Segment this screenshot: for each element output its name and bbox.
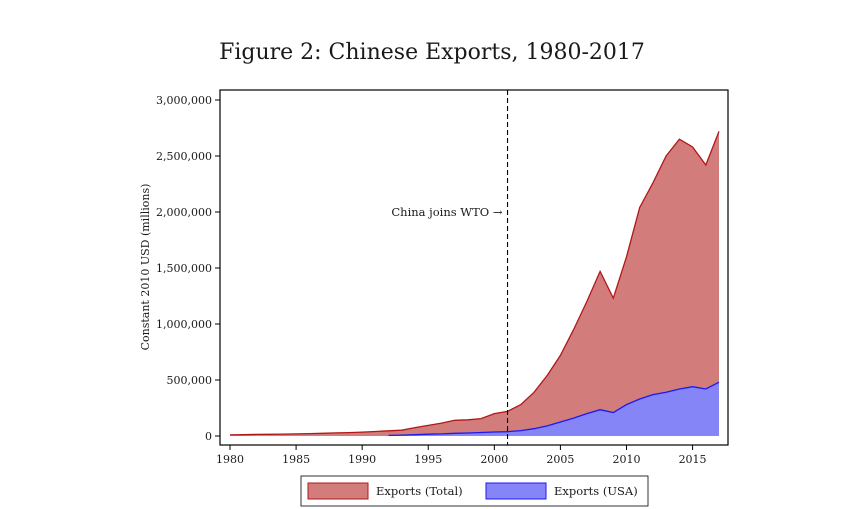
y-tick-label: 0 — [205, 430, 212, 443]
x-tick-label: 2010 — [612, 453, 640, 466]
y-tick-label: 2,000,000 — [156, 206, 212, 219]
y-tick-label: 500,000 — [167, 374, 213, 387]
x-tick-label: 2015 — [679, 453, 707, 466]
legend-label-exports-total: Exports (Total) — [376, 484, 463, 498]
chart-title: Figure 2: Chinese Exports, 1980-2017 — [219, 40, 645, 65]
y-tick-label: 1,000,000 — [156, 318, 212, 331]
y-axis: 0 500,000 1,000,000 1,500,000 2,000,000 2,500… — [156, 94, 220, 443]
y-tick-label: 1,500,000 — [156, 262, 212, 275]
line-exports-usa — [388, 381, 720, 437]
x-tick-label: 1990 — [348, 453, 376, 466]
area-exports-total — [230, 131, 719, 436]
y-axis-label: Constant 2010 USD (millions) — [139, 184, 152, 351]
legend-swatch-exports-total — [307, 482, 369, 500]
y-tick-label: 2,500,000 — [156, 150, 212, 163]
x-tick-label: 2000 — [480, 453, 508, 466]
wto-annotation: China joins WTO → — [391, 205, 503, 219]
legend-label-exports-usa: Exports (USA) — [554, 484, 638, 498]
annotation-layer: China joins WTO → — [391, 90, 509, 445]
area-series-group — [229, 131, 720, 437]
line-exports-total — [229, 131, 720, 436]
legend: Exports (Total) Exports (USA) — [307, 482, 638, 500]
x-tick-label: 1985 — [282, 453, 310, 466]
x-tick-label: 1980 — [216, 453, 244, 466]
legend-swatch-exports-usa — [485, 482, 547, 500]
x-tick-label: 2005 — [546, 453, 574, 466]
x-axis: 1980 1985 1990 1995 2000 2005 2010 2015 — [216, 445, 707, 466]
y-tick-label: 3,000,000 — [156, 94, 212, 107]
x-tick-label: 1995 — [414, 453, 442, 466]
area-exports-usa — [388, 382, 719, 436]
